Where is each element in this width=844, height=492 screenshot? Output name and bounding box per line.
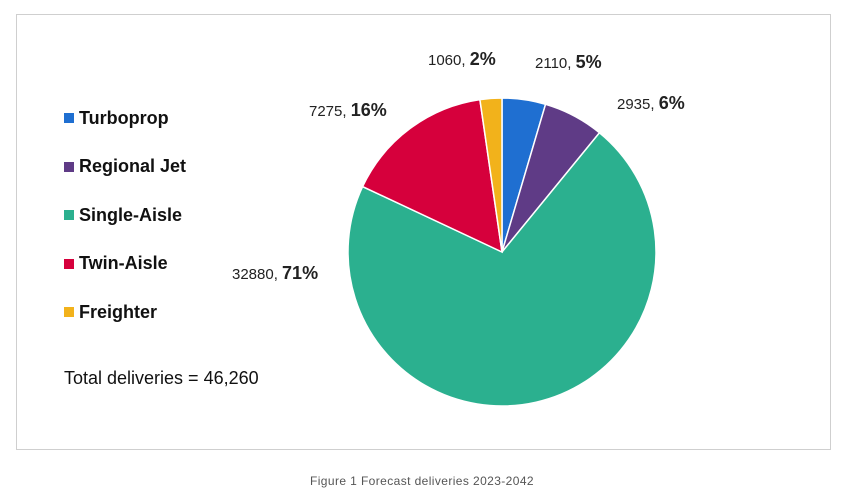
legend-label: Turboprop [79, 107, 169, 128]
legend-swatch-regional-jet [64, 161, 74, 172]
data-label-single-aisle: 32880, 71% [232, 263, 318, 283]
legend-label: Regional Jet [79, 156, 187, 176]
legend-swatch-turboprop [64, 113, 74, 123]
legend-swatch-freighter [64, 307, 74, 317]
legend-label: Twin-Aisle [79, 253, 168, 273]
legend-item-turboprop: Turboprop [64, 108, 186, 128]
legend-swatch-twin-aisle [64, 258, 74, 269]
legend-swatch-single-aisle [64, 210, 74, 220]
total-deliveries: Total deliveries = 46,260 [64, 368, 259, 388]
pie-slice-twin-aisle [361, 98, 503, 254]
legend-item-twin-aisle: Twin-Aisle [64, 253, 186, 274]
data-label-regional-jet: 2935, 6% [617, 93, 685, 113]
legend-item-single-aisle: Single-Aisle [64, 205, 186, 225]
pie-slice-freighter [479, 97, 503, 253]
legend-label: Single-Aisle [79, 204, 183, 225]
legend-item-freighter: Freighter [64, 302, 186, 322]
pie-slice-single-aisle [347, 131, 657, 407]
data-label-freighter: 1060, 2% [428, 49, 496, 69]
legend-label: Freighter [79, 301, 158, 322]
data-label-turboprop: 2110, 5% [535, 52, 602, 72]
figure-caption: Figure 1 Forecast deliveries 2023-2042 [310, 474, 534, 488]
legend: Turboprop Regional Jet Single-Aisle Twin… [64, 108, 186, 351]
legend-item-regional-jet: Regional Jet [64, 156, 187, 177]
data-label-twin-aisle: 7275, 16% [309, 100, 387, 120]
